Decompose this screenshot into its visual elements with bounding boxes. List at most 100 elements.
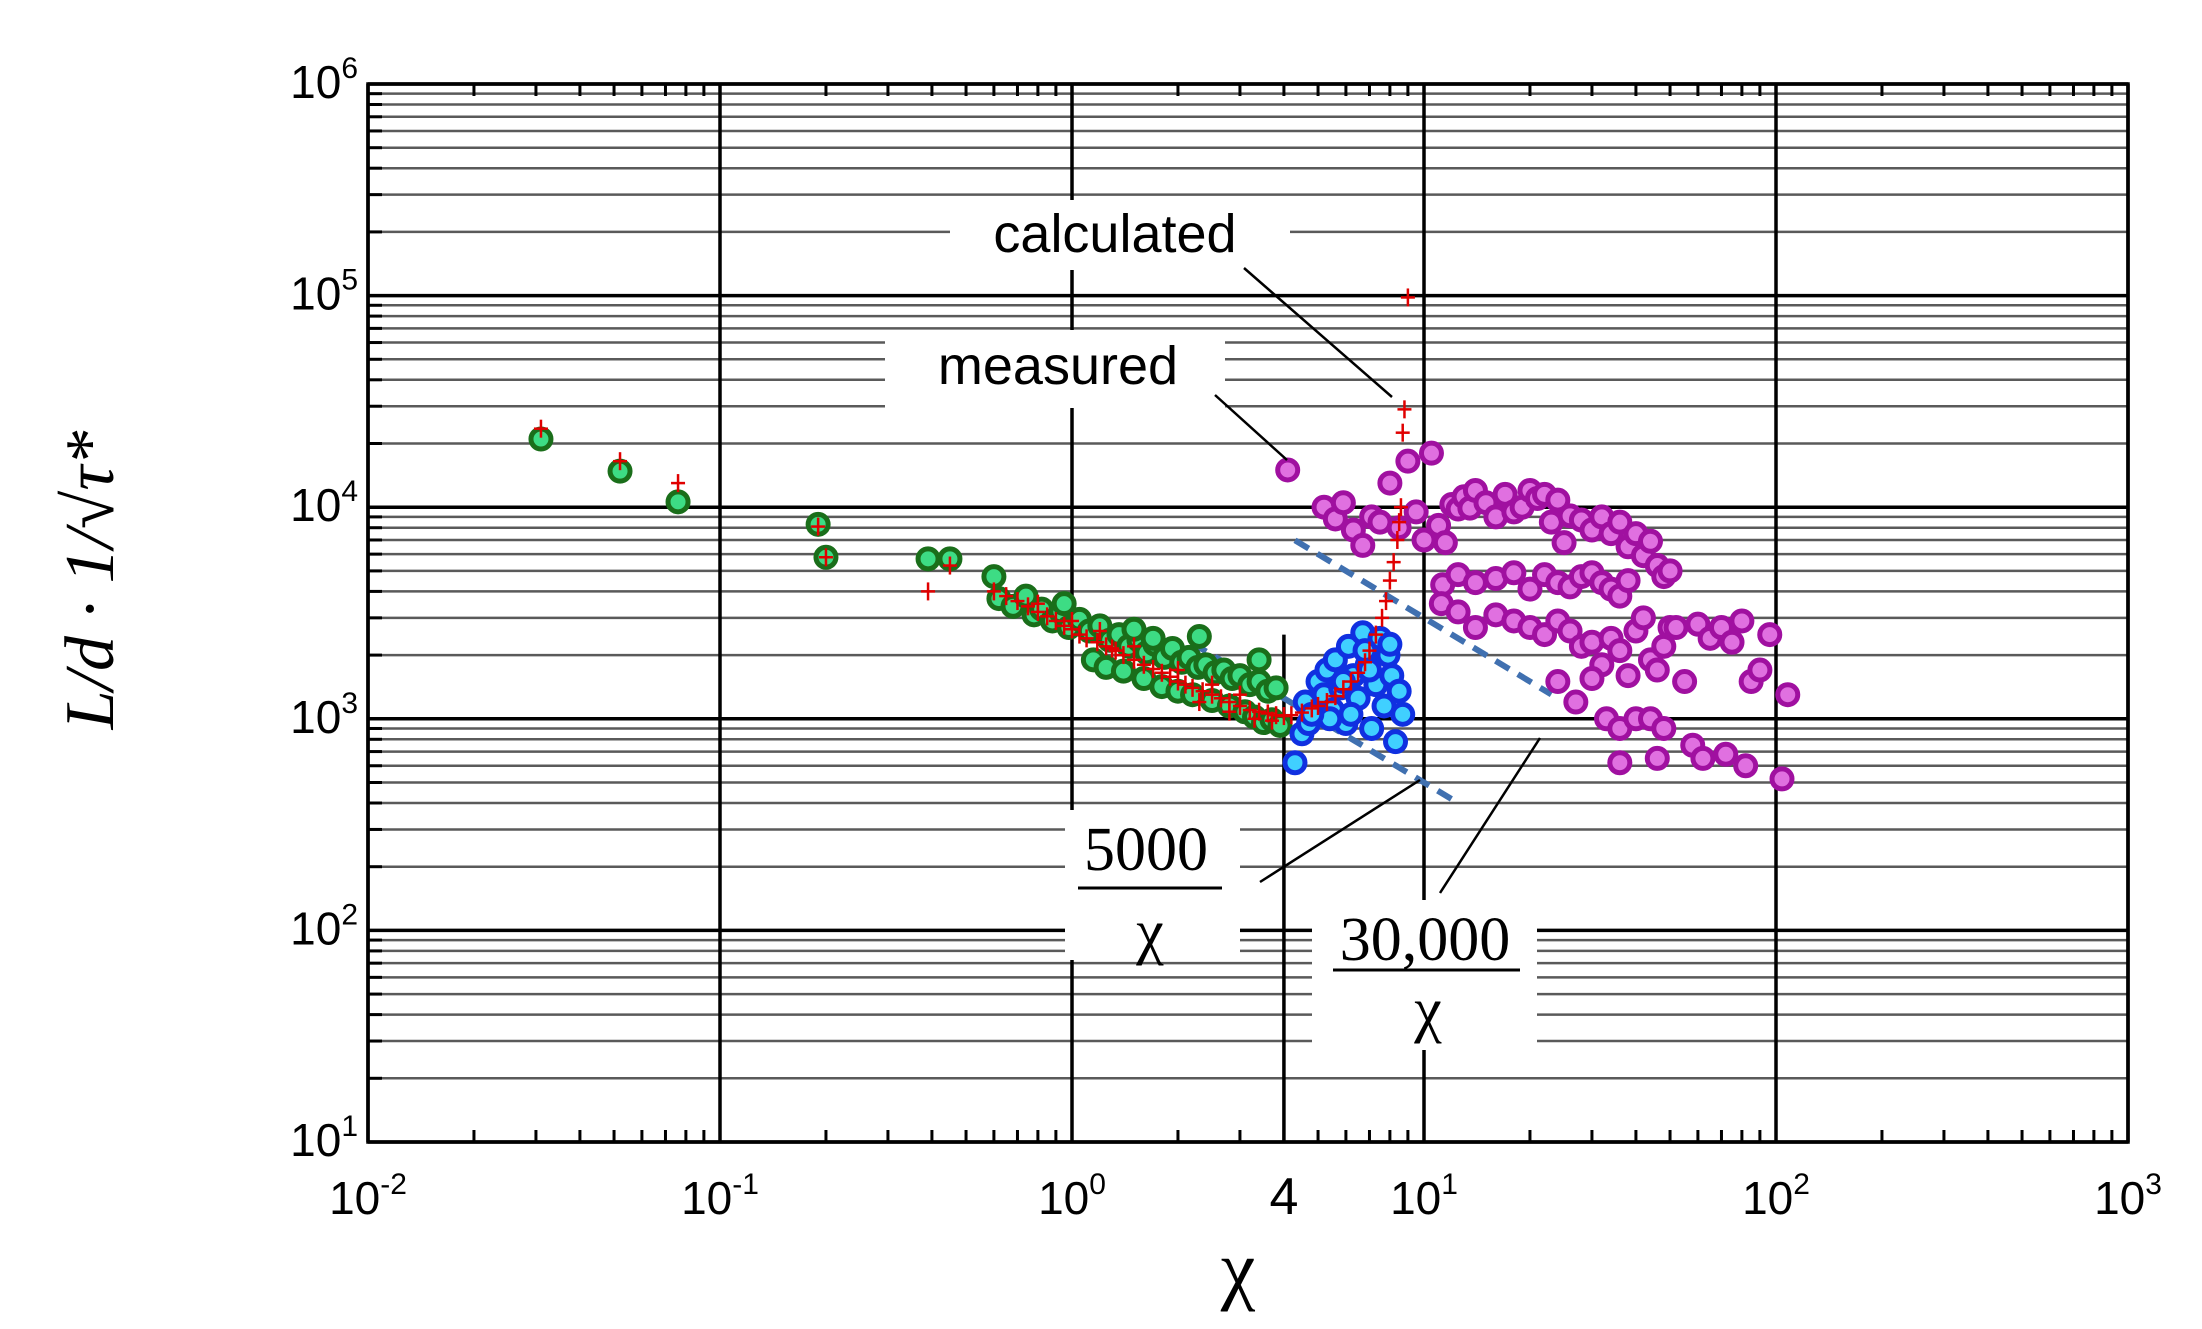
- data-point: [1282, 750, 1308, 776]
- series-calculated-points: [533, 288, 1415, 730]
- data-point: [1607, 509, 1633, 535]
- calculated-leader: [1243, 267, 1393, 398]
- x-tick-label: 102: [1742, 1168, 1810, 1224]
- y-axis-title-text: L/d · 1/√τ*: [52, 431, 129, 731]
- data-point-plus: [1232, 685, 1247, 704]
- data-point: [1630, 605, 1656, 631]
- data-point-plus: [1178, 675, 1193, 694]
- data-point: [1418, 440, 1444, 466]
- data-point-plus: [1185, 678, 1200, 697]
- y-tick-label: 106: [290, 52, 358, 108]
- data-point-plus: [1079, 629, 1094, 648]
- data-point: [1563, 689, 1589, 715]
- calculated-label: calculated: [993, 204, 1236, 264]
- data-point-plus: [533, 419, 548, 438]
- measured-label: measured: [938, 336, 1178, 396]
- series-blue-points: [1282, 620, 1416, 776]
- data-point-plus: [1382, 571, 1397, 590]
- data-point-plus: [1386, 553, 1401, 572]
- data-point: [1517, 576, 1543, 602]
- data-point: [1690, 745, 1716, 771]
- data-point-plus: [811, 517, 826, 536]
- data-point-plus: [1395, 423, 1410, 442]
- x-tick-label: 100: [1038, 1168, 1106, 1224]
- data-point: [1733, 753, 1759, 779]
- data-point: [1330, 490, 1356, 516]
- x-tick-exponent: -2: [380, 1168, 407, 1201]
- frac-30000-denominator: χ: [1413, 976, 1442, 1044]
- data-point: [1275, 457, 1301, 483]
- data-point-plus: [942, 556, 957, 575]
- data-point-plus: [1072, 625, 1087, 644]
- data-point-plus: [1222, 702, 1237, 721]
- annotations: calculated measured 5000 χ 30,000 χ: [885, 200, 1542, 1050]
- data-point-plus: [1048, 611, 1063, 630]
- data-point-plus: [1105, 639, 1120, 658]
- data-point-plus: [1265, 711, 1280, 730]
- data-point-plus: [1163, 667, 1178, 686]
- data-point: [1663, 615, 1689, 641]
- data-point: [1615, 663, 1641, 689]
- frac-5000-denominator: χ: [1135, 898, 1164, 966]
- data-point: [1263, 675, 1289, 701]
- data-point: [1140, 625, 1166, 651]
- data-point: [1757, 622, 1783, 648]
- reference-line: [1293, 537, 1553, 697]
- data-point: [1651, 715, 1677, 741]
- data-point: [1775, 682, 1801, 708]
- data-point-plus: [1192, 693, 1207, 712]
- data-point: [1359, 715, 1385, 741]
- plot-border: [366, 82, 2130, 1144]
- series-magenta-points: [1275, 440, 1801, 792]
- data-point-plus: [1170, 661, 1185, 680]
- data-point-plus: [1351, 663, 1366, 682]
- data-point-plus: [1392, 513, 1407, 532]
- data-point: [1110, 658, 1136, 684]
- data-point-plus: [1099, 637, 1114, 656]
- data-point-plus: [613, 452, 628, 471]
- data-point-plus: [921, 582, 936, 601]
- frac-30000-leader: [1438, 737, 1542, 894]
- data-point: [1579, 666, 1605, 692]
- data-point: [1579, 629, 1605, 655]
- y-tick-exponent: 5: [341, 264, 358, 297]
- data-point: [1644, 745, 1670, 771]
- data-point: [1383, 729, 1409, 755]
- data-point: [915, 546, 941, 572]
- data-point-plus: [1393, 498, 1408, 517]
- frac-30000-box: [1312, 900, 1537, 1050]
- data-point: [1713, 741, 1739, 767]
- x-tick-exponent: 1: [1441, 1168, 1458, 1201]
- data-point-plus: [986, 582, 1001, 601]
- data-point: [1246, 647, 1272, 673]
- data-point: [1672, 669, 1698, 695]
- data-point-plus: [671, 474, 686, 493]
- calculated-label-box: [950, 200, 1290, 270]
- grid-minor: [368, 92, 2128, 1080]
- data-point-plus: [999, 587, 1014, 606]
- data-point-plus: [1040, 607, 1055, 626]
- y-tick-label: 104: [290, 475, 358, 531]
- data-point-plus: [1146, 659, 1161, 678]
- data-point-plus: [1358, 653, 1373, 672]
- data-point: [1607, 750, 1633, 776]
- data-point: [1395, 448, 1421, 474]
- axis-ticks: [368, 84, 2114, 1142]
- data-point: [1386, 678, 1412, 704]
- data-point-plus: [1030, 594, 1045, 613]
- data-point: [1545, 487, 1571, 513]
- data-point-plus: [1336, 680, 1351, 699]
- data-point-plus: [1010, 592, 1025, 611]
- data-point-plus: [1126, 637, 1141, 656]
- y-axis-title: L/d · 1/√τ*: [52, 431, 129, 731]
- data-point: [1338, 701, 1364, 727]
- data-point-plus: [1057, 616, 1072, 635]
- data-point: [1462, 615, 1488, 641]
- data-point-plus: [1136, 655, 1151, 674]
- frac-5000-box: [1065, 810, 1240, 960]
- data-point: [1462, 570, 1488, 596]
- data-point-plus: [1116, 646, 1131, 665]
- x-axis-title: χ: [1220, 1225, 1256, 1312]
- data-point-plus: [1368, 625, 1383, 644]
